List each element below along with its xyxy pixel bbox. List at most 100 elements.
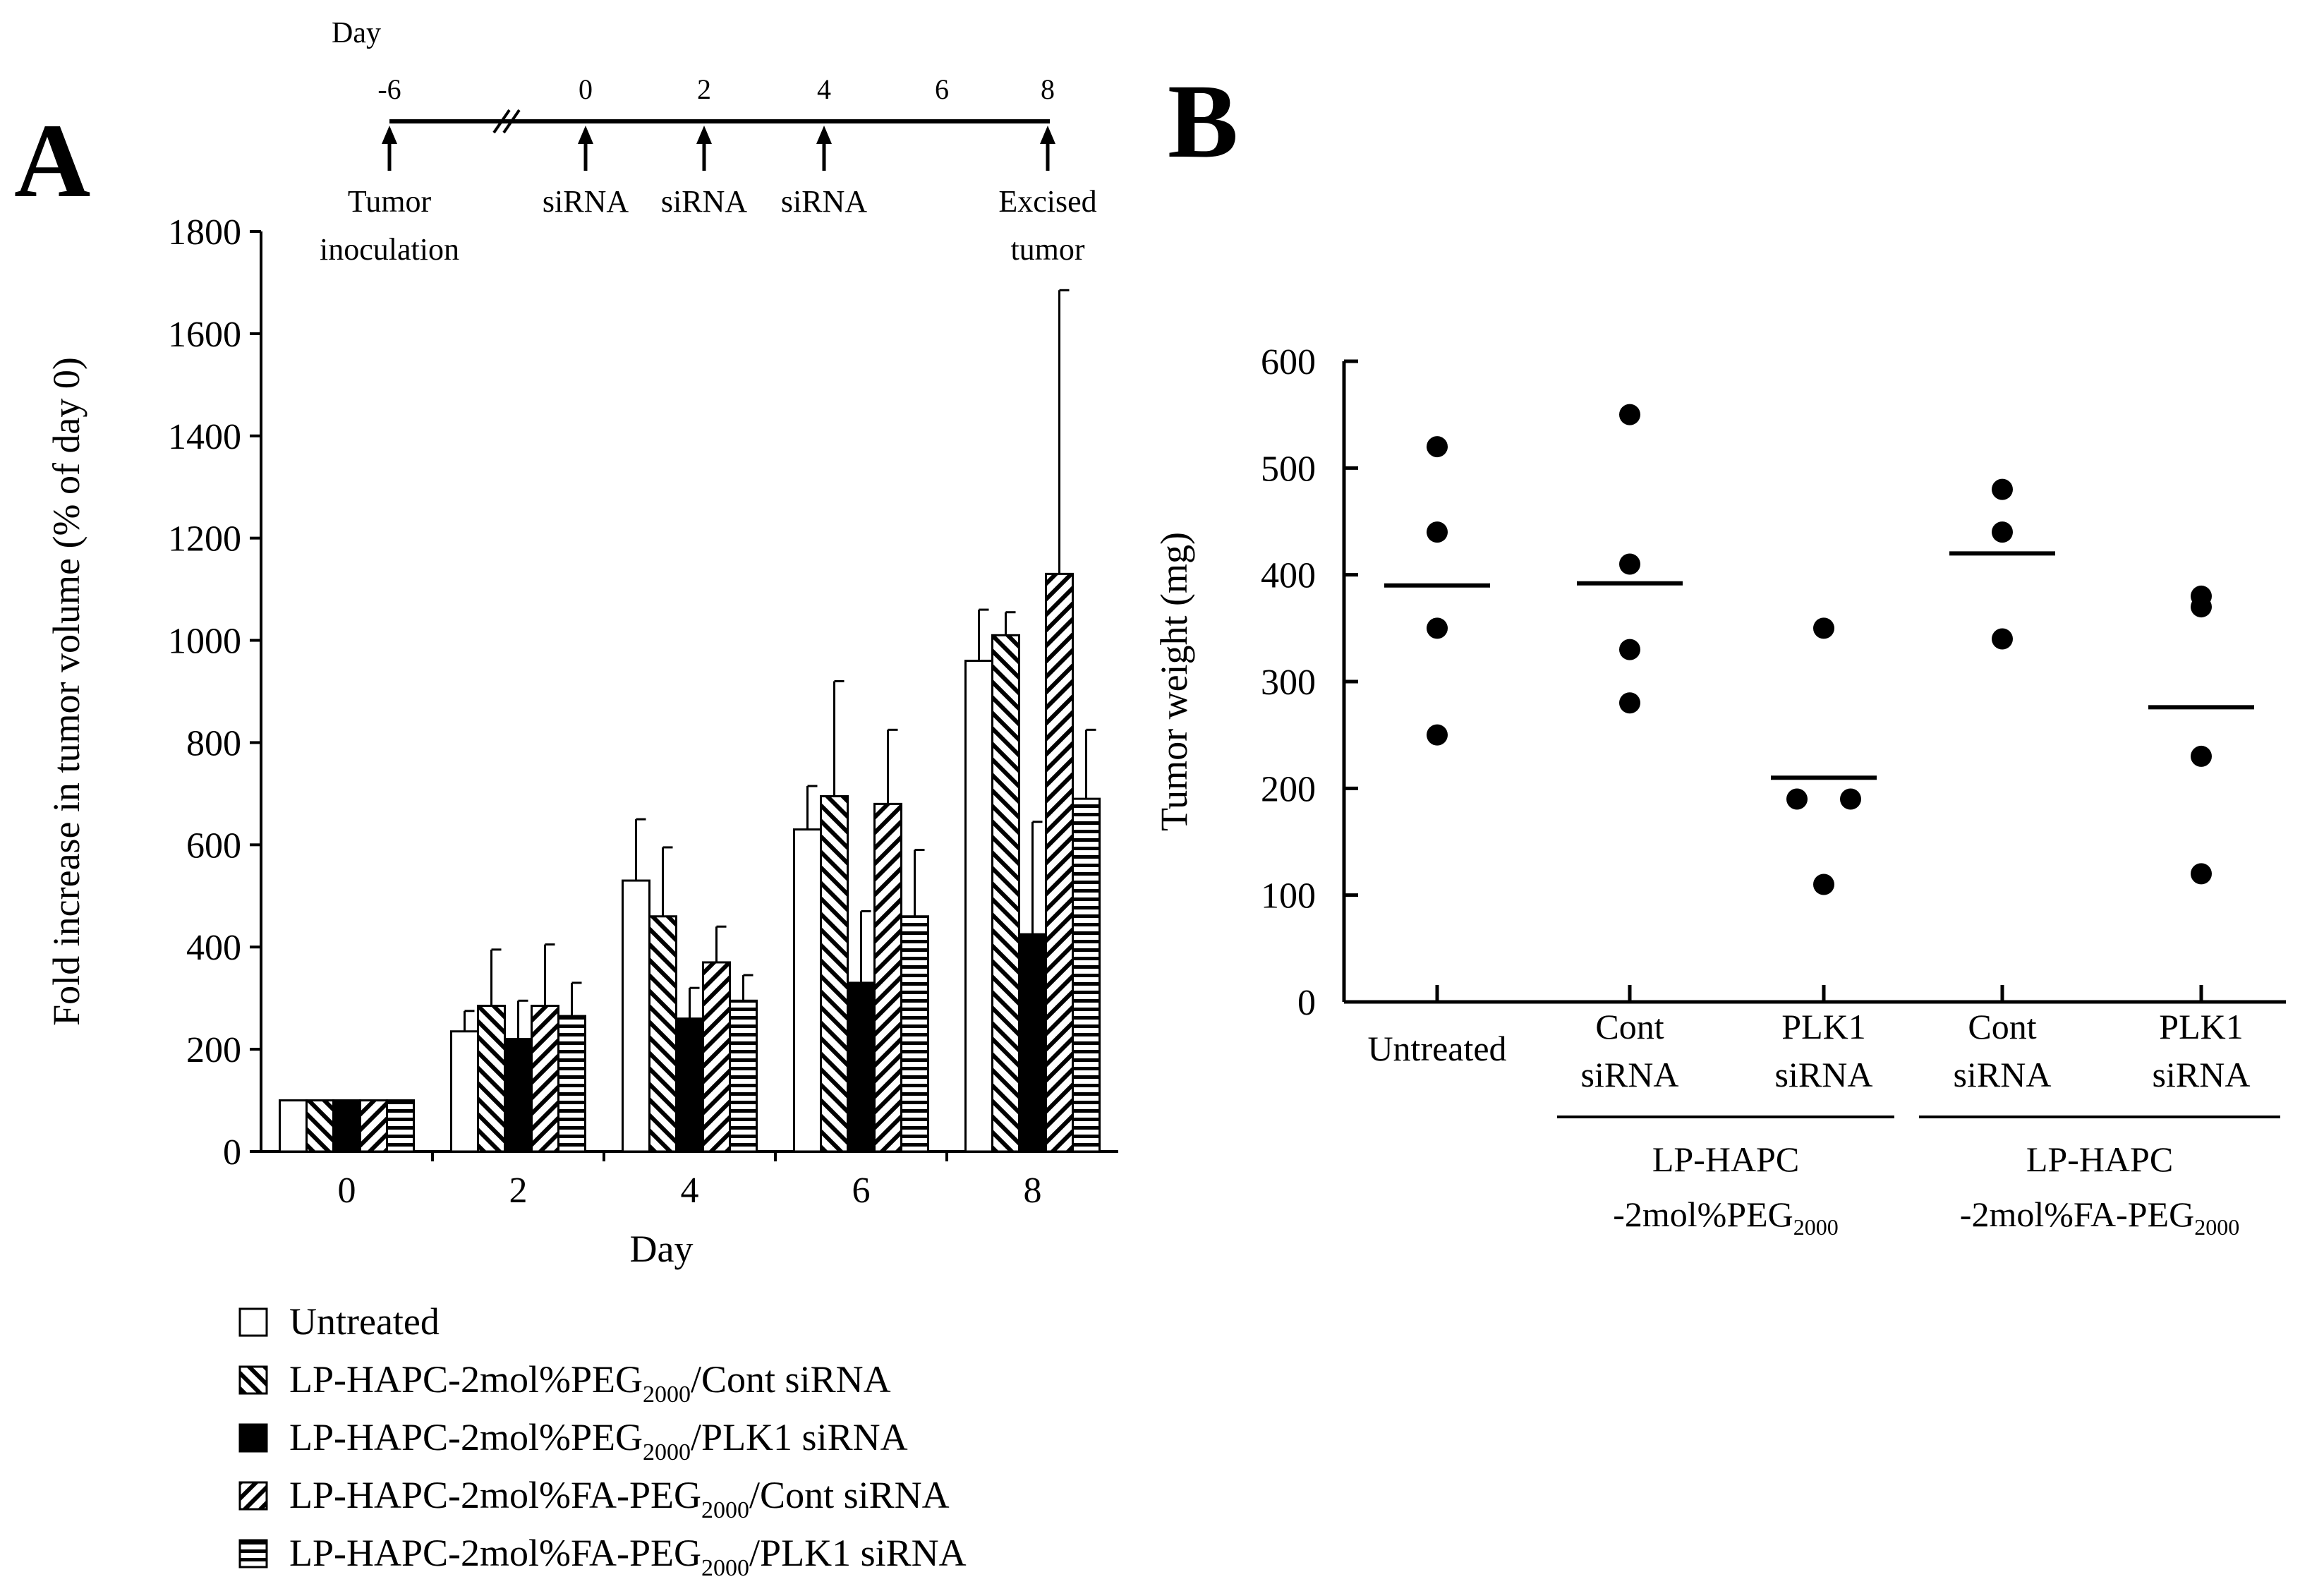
- data-point: [1813, 617, 1834, 639]
- bar: [729, 999, 758, 1153]
- bar: [873, 802, 902, 1153]
- legend-label-subscript: 2000: [643, 1382, 691, 1408]
- y-tick-label: 200: [186, 1030, 241, 1070]
- bar: [477, 1005, 506, 1153]
- y-tick-label: 1600: [168, 315, 241, 355]
- timeline-tick-label: 6: [935, 73, 949, 105]
- group-label: siRNA: [1775, 1055, 1873, 1094]
- legend-label: LP-HAPC-2mol%PEG2000/PLK1 siRNA: [289, 1416, 908, 1465]
- x-axis-label: Day: [630, 1228, 694, 1270]
- data-point: [1992, 521, 2013, 543]
- bar: [332, 1099, 361, 1153]
- legend-label-main: LP-HAPC-2mol%FA-PEG: [289, 1474, 701, 1516]
- y-axis-label: Tumor weight (mg): [1153, 532, 1195, 831]
- legend-swatch: [238, 1481, 268, 1511]
- bar: [622, 879, 650, 1153]
- data-point: [1992, 478, 2013, 500]
- group-label: siRNA: [1954, 1055, 2052, 1094]
- timeline-event-label: Tumor: [348, 184, 432, 219]
- formulation-label-main: -2mol%PEG: [1613, 1195, 1793, 1234]
- y-tick-label: 100: [1261, 876, 1316, 917]
- data-point: [1427, 521, 1448, 543]
- legend-swatch: [238, 1423, 268, 1453]
- bar: [1018, 933, 1047, 1153]
- legend-label-main: LP-HAPC-2mol%FA-PEG: [289, 1532, 701, 1574]
- timeline-event-label: tumor: [1010, 232, 1084, 267]
- formulation-label-main: -2mol%FA-PEG: [1960, 1195, 2194, 1234]
- formulation-label-subscript: 2000: [2194, 1214, 2239, 1240]
- group-label: siRNA: [1581, 1055, 1679, 1094]
- panel-a-label: A: [14, 102, 90, 219]
- data-point: [1427, 617, 1448, 639]
- legend-label-subscript: 2000: [701, 1497, 749, 1523]
- timeline-event-label: inoculation: [320, 232, 459, 267]
- y-tick-label: 300: [1261, 663, 1316, 703]
- bar: [793, 828, 822, 1153]
- timeline: Day -6 0 2 4 6 8 Tumor inoculation siRNA siRNA siRN…: [320, 17, 1097, 267]
- group-label: Cont: [1595, 1007, 1664, 1046]
- timeline-arrowhead: [382, 126, 397, 144]
- data-point: [1619, 404, 1640, 425]
- legend-label-tail: /Cont siRNA: [749, 1474, 950, 1516]
- y-tick-label: 400: [186, 928, 241, 968]
- timeline-arrowhead: [1040, 126, 1055, 144]
- legend-label: LP-HAPC-2mol%FA-PEG2000/Cont siRNA: [289, 1474, 950, 1523]
- formulation-label-subscript: 2000: [1793, 1214, 1839, 1240]
- legend-label-main: LP-HAPC-2mol%PEG: [289, 1358, 643, 1401]
- bar: [675, 1017, 704, 1153]
- y-tick-label: 0: [1297, 983, 1316, 1023]
- x-tick-label: 2: [509, 1171, 528, 1211]
- y-axis-label: Fold increase in tumor volume (% of day …: [45, 357, 87, 1026]
- timeline-event-label: Excised: [998, 184, 1096, 219]
- timeline-tick-label: 8: [1041, 73, 1055, 105]
- data-point: [2191, 585, 2212, 607]
- panel-b-label: B: [1168, 63, 1238, 180]
- legend-label: LP-HAPC-2mol%PEG2000/Cont siRNA: [289, 1358, 891, 1408]
- legend-label-subscript: 2000: [643, 1439, 691, 1465]
- timeline-event-label: siRNA: [661, 184, 747, 219]
- bar: [702, 961, 731, 1153]
- data-point: [1786, 788, 1808, 810]
- y-tick-label: 600: [186, 826, 241, 866]
- bar: [991, 634, 1020, 1153]
- legend-label: LP-HAPC-2mol%FA-PEG2000/PLK1 siRNA: [289, 1532, 967, 1581]
- timeline-title: Day: [332, 17, 381, 49]
- bar: [279, 1099, 308, 1153]
- y-tick-label: 600: [1261, 342, 1316, 382]
- bar: [531, 1005, 559, 1153]
- legend-swatch: [238, 1365, 268, 1395]
- bar-chart: 0 200 400 600 800 1000 1200 1400 1600 1800 0 2 4 6 8 Da…: [45, 212, 1118, 1270]
- y-tick-label: 800: [186, 723, 241, 763]
- y-tick-label: 1200: [168, 519, 241, 560]
- legend-swatch: [238, 1539, 268, 1568]
- bar: [1045, 572, 1074, 1153]
- timeline-tick-label: 2: [697, 73, 711, 105]
- bar: [386, 1099, 415, 1153]
- legend-label-main: Untreated: [289, 1300, 440, 1343]
- group-label: Cont: [1968, 1007, 2036, 1046]
- timeline-break-mark: [502, 109, 521, 134]
- data-point: [1813, 873, 1834, 895]
- legend-swatch: [238, 1307, 268, 1337]
- legend-label-main: LP-HAPC-2mol%PEG: [289, 1416, 643, 1458]
- y-tick-label: 1400: [168, 417, 241, 457]
- bar: [820, 795, 849, 1153]
- data-point: [1840, 788, 1861, 810]
- timeline-arrowhead: [816, 126, 832, 144]
- legend-label: Untreated: [289, 1300, 440, 1343]
- scatter-chart: 0 100 200 300 400 500 600 Tumor weight (mg) Untr…: [1153, 342, 2286, 1240]
- timeline-tick-label: 0: [579, 73, 593, 105]
- formulation-label: -2mol%FA-PEG2000: [1960, 1195, 2239, 1240]
- data-point: [1619, 553, 1640, 575]
- x-tick-label: 6: [852, 1171, 871, 1211]
- group-label: siRNA: [2153, 1055, 2251, 1094]
- bar: [648, 915, 677, 1153]
- group-label: PLK1: [1781, 1007, 1865, 1046]
- timeline-tick-label: 4: [817, 73, 831, 105]
- group-label: Untreated: [1367, 1029, 1506, 1068]
- data-point: [1619, 692, 1640, 714]
- formulation-label: LP-HAPC: [1652, 1139, 1799, 1179]
- bar: [305, 1099, 334, 1153]
- y-tick-label: 0: [223, 1132, 241, 1173]
